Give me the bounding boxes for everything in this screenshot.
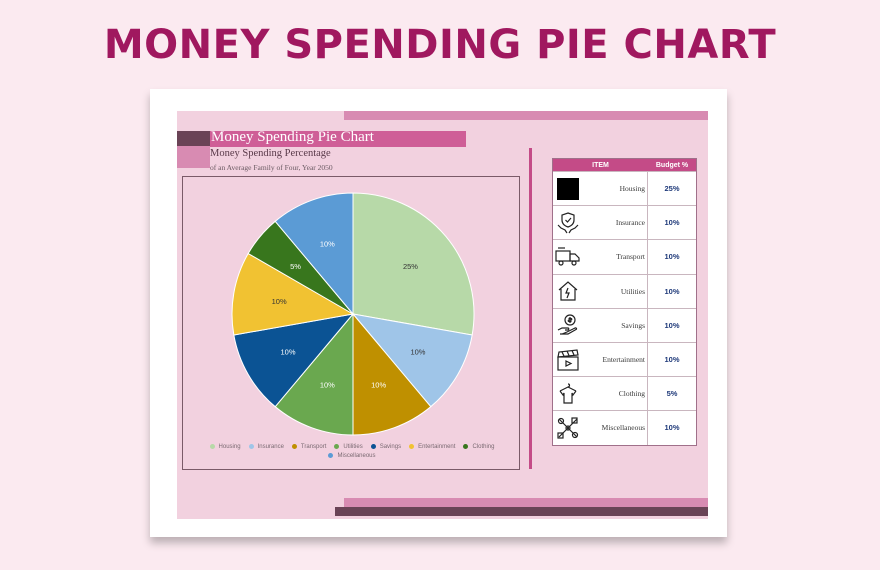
vertical-divider bbox=[529, 148, 532, 469]
decor-bar-bottom-dark bbox=[335, 507, 708, 516]
legend-label: Clothing bbox=[472, 444, 495, 450]
legend-swatch bbox=[248, 443, 254, 449]
legend-label: Miscellaneous bbox=[337, 453, 376, 459]
legend-swatch bbox=[209, 443, 215, 449]
row-budget-value: 25% bbox=[664, 184, 680, 194]
legend-label: Savings bbox=[379, 444, 402, 450]
row-budget-value: 10% bbox=[664, 252, 680, 262]
shield-hands-icon bbox=[553, 211, 583, 235]
row-item-label: Miscellaneous bbox=[583, 411, 648, 445]
decor-block-light bbox=[177, 146, 210, 168]
house-plug-icon bbox=[553, 279, 583, 303]
table-row: Insurance 10% bbox=[553, 205, 696, 240]
row-item-label: Savings bbox=[583, 308, 648, 342]
table-row: Utilities 10% bbox=[553, 273, 696, 308]
row-item-label: Entertainment bbox=[583, 342, 648, 377]
black-square-icon bbox=[553, 177, 583, 200]
pie-slice-housing bbox=[352, 192, 475, 336]
pie-label-transport: 10% bbox=[371, 380, 386, 389]
table-row: Entertainment 10% bbox=[553, 341, 696, 377]
legend-label: Transport bbox=[300, 444, 327, 450]
chart-subtitle-detail: of an Average Family of Four, Year 2050 bbox=[210, 163, 333, 172]
pie-slice-miscellaneous bbox=[274, 192, 354, 316]
pie-label-housing: 25% bbox=[403, 262, 418, 271]
row-item-label: Clothing bbox=[583, 377, 648, 411]
chart-subtitle: Money Spending Percentage bbox=[210, 148, 331, 159]
pie-label-insurance: 10% bbox=[410, 348, 425, 357]
pie-label-miscellaneous: 10% bbox=[320, 240, 335, 249]
legend-item-insurance: Insurance bbox=[248, 443, 284, 452]
chart-sheet: Money Spending Pie Chart Money Spending … bbox=[177, 111, 708, 519]
legend-swatch bbox=[370, 443, 376, 449]
pie-slice-transport bbox=[352, 312, 432, 436]
table-row: Savings 10% bbox=[553, 307, 696, 342]
legend-item-clothing: Clothing bbox=[463, 443, 494, 452]
header-budget: Budget % bbox=[655, 161, 689, 169]
tools-icon bbox=[553, 416, 583, 440]
legend-label: Insurance bbox=[257, 444, 284, 450]
money-hand-icon bbox=[553, 313, 583, 337]
pie-slice-insurance bbox=[351, 313, 473, 408]
pie-chart: 25% 10% 10% 10% 10% 10% 5% 10% bbox=[231, 192, 475, 436]
pie-slice-utilities bbox=[274, 312, 354, 436]
document-paper: Money Spending Pie Chart Money Spending … bbox=[150, 89, 727, 537]
legend-label: Housing bbox=[218, 444, 241, 450]
row-item-label: Insurance bbox=[583, 206, 648, 240]
budget-table: ITEM Budget % Housing 25% Insurance 10% Tran… bbox=[552, 158, 697, 446]
pie-label-savings: 10% bbox=[281, 348, 296, 357]
legend-swatch bbox=[328, 452, 334, 458]
row-budget-value: 10% bbox=[664, 423, 680, 433]
decor-bar-bottom-light bbox=[344, 498, 708, 507]
pie-label-clothing: 5% bbox=[290, 262, 301, 271]
row-item-label: Transport bbox=[583, 240, 648, 274]
table-row: Miscellaneous 10% bbox=[553, 410, 696, 445]
legend-swatch bbox=[409, 443, 415, 449]
page-headline: MONEY SPENDING PIE CHART bbox=[103, 22, 777, 68]
legend-item-miscellaneous: Miscellaneous bbox=[328, 452, 376, 461]
pie-slice-entertainment bbox=[231, 252, 355, 336]
row-budget-value: 10% bbox=[664, 286, 680, 296]
row-budget-value: 5% bbox=[666, 389, 678, 399]
legend-item-transport: Transport bbox=[291, 443, 327, 452]
table-row: Housing 25% bbox=[553, 171, 696, 206]
chart-title: Money Spending Pie Chart bbox=[211, 129, 374, 145]
row-item-label: Utilities bbox=[583, 274, 648, 308]
pie-label-entertainment: 10% bbox=[272, 297, 287, 306]
legend-item-entertainment: Entertainment bbox=[409, 443, 455, 452]
row-budget-value: 10% bbox=[664, 355, 680, 365]
table-row: Clothing 5% bbox=[553, 376, 696, 411]
header-item: ITEM bbox=[592, 161, 609, 169]
decor-block-dark bbox=[177, 131, 210, 146]
legend-swatch bbox=[463, 443, 469, 449]
clapperboard-icon bbox=[553, 348, 583, 372]
legend-label: Utilities bbox=[343, 444, 363, 450]
row-budget-value: 10% bbox=[664, 218, 680, 228]
shirt-hanger-icon bbox=[553, 382, 583, 406]
legend-item-utilities: Utilities bbox=[334, 443, 363, 452]
legend-swatch bbox=[334, 443, 340, 449]
truck-icon bbox=[553, 246, 583, 268]
legend-item-savings: Savings bbox=[370, 443, 402, 452]
title-bar bbox=[210, 131, 466, 147]
legend-item-housing: Housing bbox=[209, 443, 241, 452]
row-item-label: Housing bbox=[583, 172, 648, 206]
table-header: ITEM Budget % bbox=[553, 159, 696, 171]
pie-slice-savings bbox=[233, 313, 355, 408]
decor-bar-top bbox=[344, 111, 708, 120]
legend-swatch bbox=[291, 443, 297, 449]
chart-legend: Housing Insurance Transport Utilities Saving… bbox=[195, 443, 509, 461]
pie-chart-frame: 25% 10% 10% 10% 10% 10% 5% 10% Housing Insurance… bbox=[182, 176, 520, 470]
row-budget-value: 10% bbox=[664, 320, 680, 330]
table-body: Housing 25% Insurance 10% Transport 10% Utilit… bbox=[553, 171, 696, 445]
legend-label: Entertainment bbox=[418, 444, 456, 450]
table-row: Transport 10% bbox=[553, 239, 696, 274]
pie-label-utilities: 10% bbox=[320, 380, 335, 389]
